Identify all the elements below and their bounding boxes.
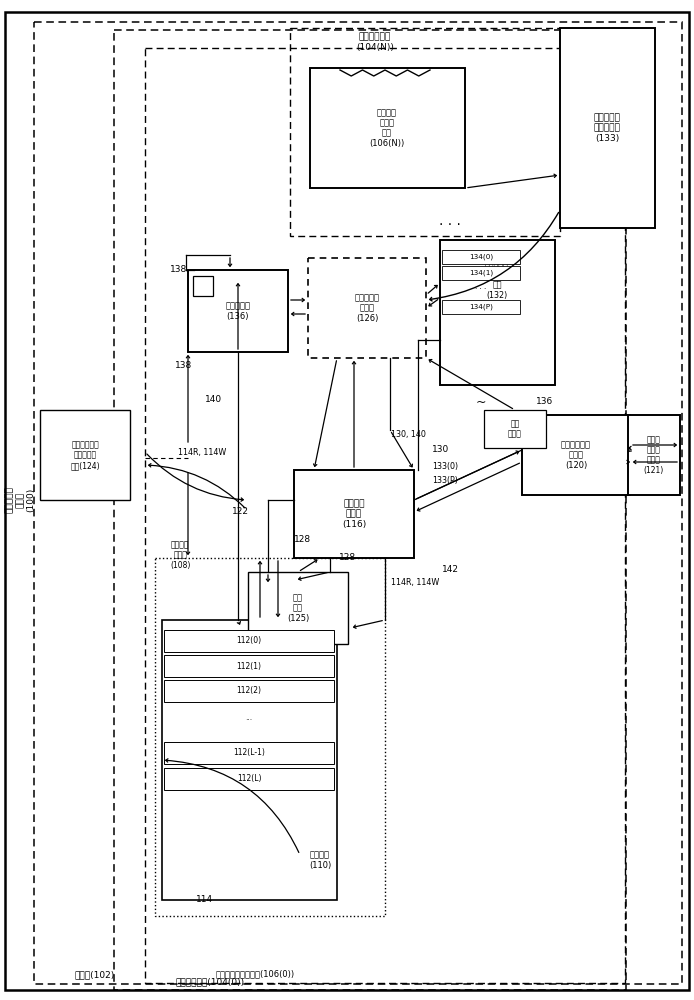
Bar [308,258,426,358]
Text: 较低层级高速
缓冲存储器
系统(124): 较低层级高速 缓冲存储器 系统(124) [70,440,100,470]
Text: 122: 122 [232,508,248,516]
Text: 112(0): 112(0) [237,637,262,646]
Text: 中央处理单元
(104(N)): 中央处理单元 (104(N)) [356,32,394,52]
Text: 128: 128 [294,536,312,544]
Text: 高速缓冲存储器系统(106(0)): 高速缓冲存储器系统(106(0)) [215,970,294,978]
Text: 130: 130 [432,446,449,454]
Bar [162,620,337,900]
Text: ...: ... [246,712,253,722]
Bar [484,410,546,448]
Text: 114R, 114W: 114R, 114W [391,578,439,586]
Bar [164,630,334,652]
Text: 133(0): 133(0) [432,462,458,471]
Text: 134(P): 134(P) [469,304,493,310]
Text: 136: 136 [536,397,554,406]
Bar [290,28,560,236]
Text: 高速缓存
控制器
(116): 高速缓存 控制器 (116) [342,499,366,529]
Bar [164,680,334,702]
Bar [442,300,520,314]
Bar [442,250,520,264]
Bar [440,240,555,385]
Text: 112(2): 112(2) [237,686,262,696]
Text: 134(0): 134(0) [469,254,493,260]
Bar [294,470,414,558]
Text: 128: 128 [339,554,357,562]
Text: 初始
计数器: 初始 计数器 [508,419,522,439]
Text: 130, 140: 130, 140 [391,430,425,440]
Bar [628,415,680,495]
Bar [164,742,334,764]
Text: 下一行预提
取电路
(126): 下一行预提 取电路 (126) [355,293,380,323]
Text: 数据阵列
(110): 数据阵列 (110) [309,850,331,870]
Text: 基于处理器
的系统
(100): 基于处理器 的系统 (100) [5,487,35,513]
Text: 较高层
级存储
器系统
(121): 较高层 级存储 器系统 (121) [644,435,664,475]
Text: 高速缓冲
存储器
(108): 高速缓冲 存储器 (108) [170,540,190,570]
Text: 112(1): 112(1) [237,662,262,670]
Bar [40,410,130,500]
Bar [188,270,288,352]
Text: 较高层级存储
器系统
(120): 较高层级存储 器系统 (120) [561,440,591,470]
Bar [193,276,213,296]
Text: · · ·: · · · [439,218,461,232]
Bar [522,415,630,495]
Text: 114: 114 [196,896,214,904]
Text: 112(L): 112(L) [237,774,261,784]
Text: · · ·: · · · [475,286,486,292]
Text: 138: 138 [175,360,192,369]
Text: 138: 138 [170,265,187,274]
Text: 133(P): 133(P) [432,476,458,485]
Text: 标签
阵列
(125): 标签 阵列 (125) [287,593,309,623]
Text: 112(L-1): 112(L-1) [233,748,265,758]
Text: ~: ~ [476,395,486,408]
Text: 预提取预测
置信度状态
(133): 预提取预测 置信度状态 (133) [593,113,620,143]
Text: 140: 140 [205,395,222,404]
Bar [145,48,625,983]
Text: 处理器(102): 处理器(102) [75,970,115,980]
Bar [310,68,465,188]
Text: 134(1): 134(1) [469,270,493,276]
Text: 预提取预测
置信度存储
电路
(132): 预提取预测 置信度存储 电路 (132) [485,260,509,300]
Text: 数据缓冲器
(136): 数据缓冲器 (136) [226,301,251,321]
Text: 中央处理单元(104(0)): 中央处理单元(104(0)) [176,978,244,986]
Bar [442,266,520,280]
Bar [164,655,334,677]
Text: 142: 142 [441,566,459,574]
Bar [114,30,626,990]
Bar [164,768,334,790]
Text: 114R, 114W: 114R, 114W [178,448,226,456]
Text: 高速缓冲
存储器
系统
(106(N)): 高速缓冲 存储器 系统 (106(N)) [369,108,405,148]
Bar [560,28,655,228]
Bar [248,572,348,644]
Bar [155,558,385,916]
